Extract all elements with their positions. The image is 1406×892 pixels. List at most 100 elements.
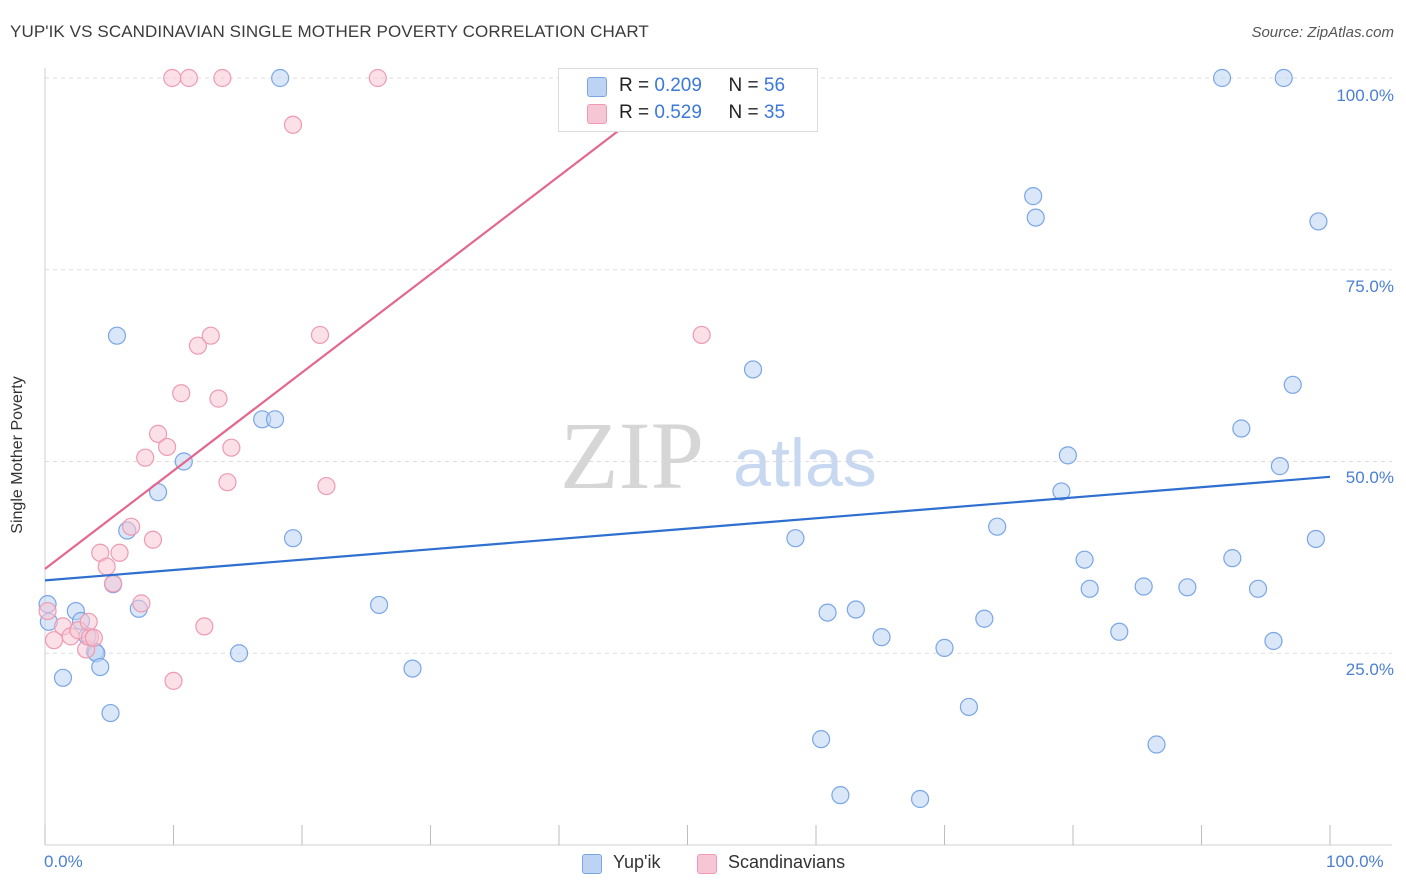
bottom-legend-swatch-yupik bbox=[582, 854, 602, 874]
y-tick-label-100: 100.0% bbox=[1336, 86, 1394, 105]
data-point-yupik bbox=[101, 703, 120, 723]
data-point-scandinavians bbox=[143, 530, 163, 549]
data-point-scandinavians bbox=[163, 68, 182, 88]
data-point-scandinavians bbox=[136, 448, 155, 467]
legend-row-scandinavians: R = 0.529 N = 35 bbox=[619, 102, 785, 128]
data-point-yupik bbox=[988, 517, 1007, 536]
data-point-scandinavians bbox=[121, 517, 141, 536]
data-point-yupik bbox=[91, 657, 110, 677]
data-point-yupik bbox=[1052, 482, 1071, 501]
data-point-scandinavians bbox=[368, 68, 387, 88]
data-point-scandinavians bbox=[222, 438, 241, 457]
data-point-scandinavians bbox=[188, 336, 208, 355]
data-point-scandinavians bbox=[97, 557, 116, 576]
bottom-legend-swatch-scandinavians bbox=[697, 854, 717, 874]
data-point-yupik bbox=[283, 529, 303, 548]
data-point-yupik bbox=[812, 730, 831, 749]
data-point-yupik bbox=[935, 638, 954, 657]
trend-lines bbox=[44, 77, 1331, 582]
data-point-yupik bbox=[265, 410, 285, 429]
legend-r-label: R = bbox=[619, 102, 650, 123]
data-point-yupik bbox=[1178, 578, 1197, 597]
data-point-yupik bbox=[403, 659, 422, 678]
grid-lines bbox=[45, 77, 1392, 654]
data-point-scandinavians bbox=[38, 601, 57, 621]
trend-line-scandinavians bbox=[44, 77, 689, 570]
data-point-yupik bbox=[1058, 446, 1077, 465]
legend-r-label: R = bbox=[619, 75, 650, 96]
legend-n-label: N = bbox=[728, 102, 759, 123]
data-point-scandinavians bbox=[317, 476, 336, 496]
legend-n-value: 35 bbox=[763, 102, 786, 123]
data-point-scandinavians bbox=[172, 384, 191, 403]
y-tick-label-25: 25.0% bbox=[1345, 660, 1394, 679]
legend-row-yupik: R = 0.209 N = 56 bbox=[619, 75, 785, 101]
data-point-yupik bbox=[959, 697, 979, 717]
trend-line-yupik bbox=[44, 475, 1331, 582]
data-point-yupik bbox=[1248, 579, 1268, 598]
data-point-yupik bbox=[1026, 208, 1045, 227]
data-point-yupik bbox=[786, 529, 805, 548]
data-point-yupik bbox=[743, 360, 763, 379]
watermark-atlas: atlas bbox=[733, 425, 877, 501]
series-scandinavians-points bbox=[38, 68, 711, 690]
data-point-yupik bbox=[271, 68, 290, 88]
data-point-yupik bbox=[1270, 457, 1289, 476]
data-point-scandinavians bbox=[148, 424, 168, 443]
watermark-zip: ZIP bbox=[560, 402, 704, 509]
data-point-yupik bbox=[910, 789, 930, 809]
legend-r-value: 0.209 bbox=[654, 75, 702, 96]
data-point-yupik bbox=[1110, 622, 1129, 641]
data-point-yupik bbox=[370, 595, 389, 615]
data-point-yupik bbox=[1309, 212, 1328, 231]
data-point-scandinavians bbox=[164, 671, 183, 690]
data-point-yupik bbox=[1283, 375, 1302, 394]
chart-title: YUP'IK VS SCANDINAVIAN SINGLE MOTHER POV… bbox=[10, 22, 649, 41]
data-point-yupik bbox=[1134, 577, 1153, 596]
data-point-yupik bbox=[1024, 187, 1043, 206]
data-point-yupik bbox=[1212, 68, 1232, 88]
data-point-scandinavians bbox=[692, 325, 711, 345]
data-point-scandinavians bbox=[283, 115, 303, 134]
data-point-yupik bbox=[975, 609, 994, 628]
data-point-scandinavians bbox=[213, 68, 232, 88]
data-point-yupik bbox=[1223, 549, 1242, 568]
data-point-scandinavians bbox=[201, 326, 220, 345]
x-tick-label-min: 0.0% bbox=[44, 852, 83, 871]
data-point-scandinavians bbox=[209, 389, 228, 408]
legend-n-value: 56 bbox=[763, 75, 786, 96]
data-point-scandinavians bbox=[79, 612, 98, 631]
data-point-yupik bbox=[831, 786, 850, 805]
data-point-yupik bbox=[846, 600, 865, 619]
bottom-legend-scandinavians: Scandinavians bbox=[697, 852, 845, 874]
data-point-yupik bbox=[1264, 631, 1283, 651]
data-point-yupik bbox=[1080, 579, 1099, 598]
data-point-yupik bbox=[818, 603, 837, 622]
source-label: Source: ZipAtlas.com bbox=[1251, 24, 1394, 41]
data-point-yupik bbox=[1075, 550, 1094, 569]
data-point-yupik bbox=[53, 668, 73, 687]
data-point-yupik bbox=[1232, 419, 1251, 438]
bottom-legend-yupik: Yup'ik bbox=[582, 852, 661, 874]
data-point-scandinavians bbox=[110, 543, 129, 562]
legend-r-value: 0.529 bbox=[654, 102, 702, 123]
data-point-scandinavians bbox=[218, 473, 237, 492]
data-point-scandinavians bbox=[84, 628, 103, 648]
axes bbox=[44, 68, 1392, 846]
data-point-yupik bbox=[1274, 68, 1293, 88]
legend-swatch-scandinavians bbox=[587, 104, 607, 124]
legend-swatch-yupik bbox=[587, 77, 607, 97]
data-point-yupik bbox=[107, 326, 127, 345]
data-point-scandinavians bbox=[179, 68, 199, 88]
data-point-scandinavians bbox=[157, 437, 177, 457]
data-point-scandinavians bbox=[195, 617, 214, 636]
legend-n-label: N = bbox=[728, 75, 759, 96]
data-point-yupik bbox=[229, 644, 249, 663]
bottom-legend-label-yupik: Yup'ik bbox=[613, 852, 661, 872]
data-point-scandinavians bbox=[104, 574, 123, 593]
data-point-yupik bbox=[1147, 735, 1166, 754]
y-tick-label-75: 75.0% bbox=[1345, 277, 1394, 296]
x-tick-label-max: 100.0% bbox=[1326, 852, 1384, 871]
data-point-scandinavians bbox=[310, 325, 330, 345]
